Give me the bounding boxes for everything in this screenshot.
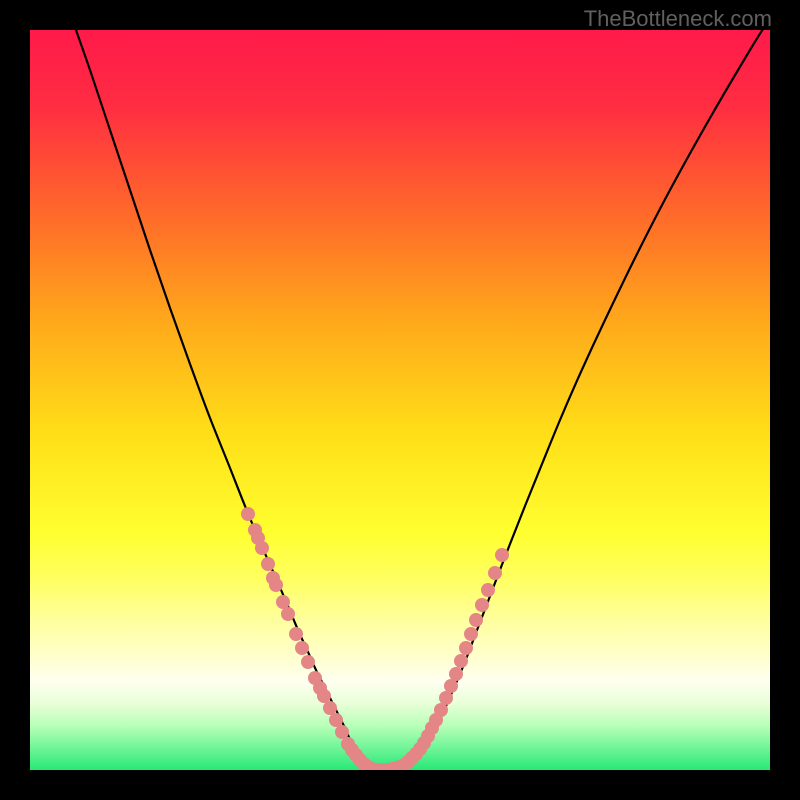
data-dot — [295, 641, 309, 655]
data-dot — [444, 679, 458, 693]
data-dot — [329, 713, 343, 727]
data-dot — [301, 655, 315, 669]
data-dot — [481, 583, 495, 597]
data-dot — [495, 548, 509, 562]
curve-layer — [30, 30, 770, 770]
data-dot — [454, 654, 468, 668]
data-dot — [459, 641, 473, 655]
data-dot — [464, 627, 478, 641]
data-dot — [281, 607, 295, 621]
data-dot — [323, 701, 337, 715]
data-dot — [439, 691, 453, 705]
data-dot — [269, 578, 283, 592]
data-dot — [289, 627, 303, 641]
data-dot — [475, 598, 489, 612]
curve-left-branch — [76, 30, 380, 770]
data-dots — [241, 507, 509, 770]
data-dot — [335, 725, 349, 739]
data-dot — [488, 566, 502, 580]
data-dot — [317, 689, 331, 703]
watermark: TheBottleneck.com — [584, 6, 772, 32]
data-dot — [469, 613, 483, 627]
data-dot — [261, 557, 275, 571]
plot-area — [30, 30, 770, 770]
data-dot — [449, 667, 463, 681]
data-dot — [434, 703, 448, 717]
data-dot — [276, 595, 290, 609]
data-dot — [255, 541, 269, 555]
curve-right-branch — [380, 30, 770, 770]
data-dot — [241, 507, 255, 521]
